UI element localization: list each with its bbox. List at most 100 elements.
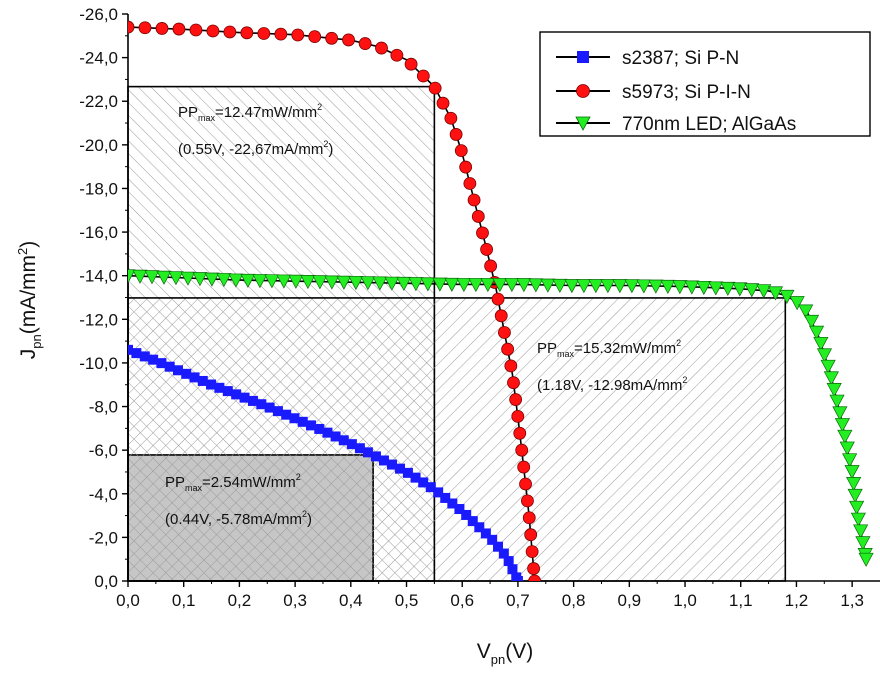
data-point-led <box>826 383 842 398</box>
data-point-s2387 <box>181 368 192 379</box>
data-point-led <box>456 278 472 293</box>
data-point-s2387 <box>402 467 413 478</box>
legend-item-s2387: s2387; Si P-N <box>556 48 739 69</box>
pp-regions <box>127 85 787 582</box>
data-point-led <box>808 325 825 340</box>
data-point-led <box>720 281 736 297</box>
data-point-led <box>492 278 508 293</box>
x-tick-label: 0,5 <box>395 591 419 610</box>
data-point-led <box>842 453 858 468</box>
data-point-led <box>372 276 388 291</box>
data-point-s5973 <box>375 41 388 55</box>
data-point-s2387 <box>370 451 381 462</box>
data-point-led <box>228 273 244 288</box>
data-point-s5973 <box>494 309 508 323</box>
data-point-led <box>324 275 340 290</box>
data-point-s2387 <box>322 427 333 438</box>
data-point-s5973 <box>519 477 532 491</box>
data-point-s2387 <box>206 379 217 390</box>
pp-max-label: PPmax=12.47mW/mm2 <box>178 102 322 123</box>
y-tick-label: -6,0 <box>89 441 118 460</box>
legend-item-led: 770nm LED; AlGaAs <box>556 114 796 135</box>
legend-marker-triangle <box>575 116 591 131</box>
legend-item-s5973: s5973; Si P-I-N <box>556 82 751 103</box>
data-point-led <box>837 429 853 444</box>
x-tick-label: 0,2 <box>228 591 252 610</box>
x-axis-title: Vpn(V) <box>477 640 533 667</box>
legend-marker-square <box>577 51 589 63</box>
data-point-s5973 <box>498 326 511 339</box>
pp-max-coords: (0.44V, -5.78mA/mm2) <box>165 509 312 528</box>
data-point-led <box>853 524 869 539</box>
data-point-led <box>396 276 412 292</box>
data-point-s2387 <box>297 416 308 427</box>
data-point-led <box>803 314 820 329</box>
x-tick-label: 0,9 <box>618 591 642 610</box>
data-point-led <box>834 418 851 433</box>
data-point-led <box>300 275 316 290</box>
data-point-led <box>276 274 292 289</box>
data-point-led <box>624 279 640 294</box>
data-point-led <box>660 279 676 294</box>
data-point-s5973 <box>459 160 473 174</box>
data-point-s2387 <box>264 402 275 413</box>
data-point-s5973 <box>504 359 518 373</box>
data-point-s2387 <box>256 399 267 410</box>
y-tick-label: -10,0 <box>79 354 118 373</box>
data-point-led <box>180 271 196 286</box>
data-point-s5973 <box>416 69 430 83</box>
data-point-s5973 <box>325 31 339 45</box>
data-point-led <box>847 488 863 504</box>
data-point-led <box>288 274 304 289</box>
data-point-s2387 <box>378 455 389 466</box>
data-point-s2387 <box>418 477 429 488</box>
y-tick-label: -4,0 <box>89 485 118 504</box>
data-point-s2387 <box>239 392 250 403</box>
data-point-led <box>588 279 604 294</box>
data-point-s2387 <box>305 420 316 431</box>
y-axis-title: Jpn(mA/mm2) <box>15 241 44 360</box>
data-point-s2387 <box>338 435 349 446</box>
data-point-s2387 <box>410 472 421 483</box>
data-point-led <box>648 279 664 294</box>
data-point-led <box>132 269 148 284</box>
data-point-s5973 <box>527 562 540 575</box>
x-tick-label: 0,7 <box>506 591 530 610</box>
y-tick-label: -22,0 <box>79 92 118 111</box>
data-point-led <box>240 273 256 288</box>
legend-box <box>539 31 871 137</box>
data-point-led <box>767 286 784 301</box>
data-point-led <box>600 279 616 294</box>
data-point-led <box>516 278 532 293</box>
y-tick-label: -2,0 <box>89 528 118 547</box>
data-point-led <box>672 280 688 295</box>
data-point-s2387 <box>503 556 514 567</box>
data-point-s2387 <box>447 498 458 509</box>
data-point-led <box>684 280 700 295</box>
data-point-s5973 <box>390 48 404 62</box>
data-point-s5973 <box>206 24 220 38</box>
data-point-led <box>846 477 862 492</box>
data-point-led <box>528 278 544 293</box>
data-point-led <box>144 270 160 285</box>
data-point-led <box>552 278 568 293</box>
data-point-s5973 <box>449 128 463 141</box>
data-point-led <box>813 336 829 352</box>
y-tick-label: -20,0 <box>79 136 118 155</box>
data-point-led <box>360 276 376 291</box>
data-point-led <box>850 512 866 527</box>
data-point-led <box>849 500 865 515</box>
data-point-s2387 <box>139 351 150 362</box>
data-point-led <box>444 277 460 292</box>
y-tick-label: -14,0 <box>79 267 118 286</box>
data-point-led <box>576 279 592 294</box>
data-point-s5973 <box>308 30 322 44</box>
x-tick-label: 0,3 <box>283 591 307 610</box>
data-point-s5973 <box>471 210 485 223</box>
legend-label: 770nm LED; AlGaAs <box>622 114 796 135</box>
legend-marker-circle <box>576 84 590 98</box>
data-point-s5973 <box>507 376 520 390</box>
data-point-s2387 <box>425 482 436 493</box>
data-point-s5973 <box>511 410 525 423</box>
data-point-s2387 <box>395 463 406 474</box>
